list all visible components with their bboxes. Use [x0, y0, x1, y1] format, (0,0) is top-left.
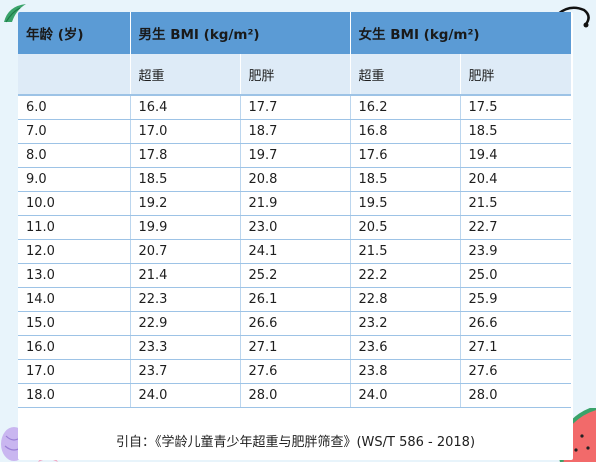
- age-cell: 8.0: [18, 143, 131, 168]
- subheader-row: 超重 肥胖 超重 肥胖: [18, 54, 572, 95]
- girls-obese-cell: 25.0: [460, 263, 572, 288]
- table-row: 13.0 21.4 25.2 22.2 25.0: [18, 263, 572, 288]
- boys-overweight-cell: 16.4: [130, 94, 241, 120]
- table-row: 16.0 23.3 27.1 23.6 27.1: [18, 335, 572, 360]
- girls-overweight-cell: 18.5: [350, 167, 461, 192]
- table-row: 15.0 22.9 26.6 23.2 26.6: [18, 311, 572, 336]
- table-row: 10.0 19.2 21.9 19.5 21.5: [18, 191, 572, 216]
- leaf-icon: [4, 4, 26, 23]
- table-row: 18.0 24.0 28.0 24.0 28.0: [18, 383, 572, 408]
- age-cell: 7.0: [18, 119, 131, 144]
- boys-obese-cell: 17.7: [240, 94, 351, 120]
- girls-obese-cell: 23.9: [460, 239, 572, 264]
- table-row: 9.0 18.5 20.8 18.5 20.4: [18, 167, 572, 192]
- girls-obese-cell: 21.5: [460, 191, 572, 216]
- girls-obese-header: 肥胖: [460, 54, 572, 95]
- girls-overweight-header: 超重: [350, 54, 461, 95]
- boys-obese-cell: 21.9: [240, 191, 351, 216]
- boys-overweight-cell: 18.5: [130, 167, 241, 192]
- boys-overweight-cell: 22.3: [130, 287, 241, 312]
- boys-obese-cell: 27.6: [240, 359, 351, 384]
- girls-overweight-cell: 16.8: [350, 119, 461, 144]
- age-cell: 13.0: [18, 263, 131, 288]
- boys-obese-cell: 27.1: [240, 335, 351, 360]
- age-cell: 9.0: [18, 167, 131, 192]
- boys-overweight-header: 超重: [130, 54, 241, 95]
- citation-text: 引自：《学龄儿童青少年超重与肥胖筛查》(WS/T 586 - 2018): [115, 435, 476, 450]
- girls-obese-cell: 17.5: [460, 94, 572, 120]
- header-row: 年龄 (岁) 男生 BMI (kg/m²) 女生 BMI (kg/m²): [18, 12, 572, 54]
- age-cell: 15.0: [18, 311, 131, 336]
- girls-obese-cell: 18.5: [460, 119, 572, 144]
- boys-obese-cell: 26.6: [240, 311, 351, 336]
- girls-overweight-cell: 22.2: [350, 263, 461, 288]
- age-cell: 11.0: [18, 215, 131, 240]
- table-row: 12.0 20.7 24.1 21.5 23.9: [18, 239, 572, 264]
- girls-overweight-cell: 21.5: [350, 239, 461, 264]
- table-row: 11.0 19.9 23.0 20.5 22.7: [18, 215, 572, 240]
- boys-obese-cell: 18.7: [240, 119, 351, 144]
- swirl-icon: [557, 6, 590, 28]
- girls-obese-cell: 20.4: [460, 167, 572, 192]
- boys-obese-cell: 19.7: [240, 143, 351, 168]
- boys-overweight-cell: 22.9: [130, 311, 241, 336]
- age-cell: 6.0: [18, 94, 131, 120]
- boys-obese-cell: 23.0: [240, 215, 351, 240]
- girls-obese-cell: 27.6: [460, 359, 572, 384]
- boys-overweight-cell: 17.8: [130, 143, 241, 168]
- subheader-blank: [18, 54, 131, 95]
- boys-bmi-header: 男生 BMI (kg/m²): [130, 12, 351, 54]
- table-row: 7.0 17.0 18.7 16.8 18.5: [18, 119, 572, 144]
- age-cell: 16.0: [18, 335, 131, 360]
- boys-obese-cell: 20.8: [240, 167, 351, 192]
- boys-overweight-cell: 21.4: [130, 263, 241, 288]
- boys-overweight-cell: 23.3: [130, 335, 241, 360]
- table-body: 6.0 16.4 17.7 16.2 17.5 7.0 17.0 18.7 16.8 18.5 8.…: [18, 94, 572, 408]
- boys-overweight-cell: 20.7: [130, 239, 241, 264]
- girls-overweight-cell: 22.8: [350, 287, 461, 312]
- age-cell: 12.0: [18, 239, 131, 264]
- girls-obese-cell: 22.7: [460, 215, 572, 240]
- table-card: 年龄 (岁) 男生 BMI (kg/m²) 女生 BMI (kg/m²) 超重 …: [18, 12, 573, 460]
- girls-obese-cell: 28.0: [460, 383, 572, 408]
- girls-obese-cell: 19.4: [460, 143, 572, 168]
- girls-obese-cell: 26.6: [460, 311, 572, 336]
- girls-overweight-cell: 23.2: [350, 311, 461, 336]
- age-cell: 14.0: [18, 287, 131, 312]
- age-cell: 10.0: [18, 191, 131, 216]
- girls-overweight-cell: 20.5: [350, 215, 461, 240]
- boys-obese-header: 肥胖: [240, 54, 351, 95]
- girls-overweight-cell: 24.0: [350, 383, 461, 408]
- girls-overweight-cell: 17.6: [350, 143, 461, 168]
- boys-obese-cell: 25.2: [240, 263, 351, 288]
- boys-obese-cell: 24.1: [240, 239, 351, 264]
- girls-overweight-cell: 23.6: [350, 335, 461, 360]
- table-row: 17.0 23.7 27.6 23.8 27.6: [18, 359, 572, 384]
- age-header: 年龄 (岁): [18, 12, 131, 54]
- age-cell: 17.0: [18, 359, 131, 384]
- boys-overweight-cell: 24.0: [130, 383, 241, 408]
- table-row: 6.0 16.4 17.7 16.2 17.5: [18, 94, 572, 120]
- girls-obese-cell: 27.1: [460, 335, 572, 360]
- table-row: 14.0 22.3 26.1 22.8 25.9: [18, 287, 572, 312]
- boys-overweight-cell: 17.0: [130, 119, 241, 144]
- girls-bmi-header: 女生 BMI (kg/m²): [350, 12, 572, 54]
- age-cell: 18.0: [18, 383, 131, 408]
- boys-obese-cell: 28.0: [240, 383, 351, 408]
- girls-overweight-cell: 19.5: [350, 191, 461, 216]
- girls-obese-cell: 25.9: [460, 287, 572, 312]
- boys-obese-cell: 26.1: [240, 287, 351, 312]
- boys-overweight-cell: 19.2: [130, 191, 241, 216]
- boys-overweight-cell: 19.9: [130, 215, 241, 240]
- girls-overweight-cell: 23.8: [350, 359, 461, 384]
- girls-overweight-cell: 16.2: [350, 94, 461, 120]
- bmi-table: 年龄 (岁) 男生 BMI (kg/m²) 女生 BMI (kg/m²) 超重 …: [18, 12, 572, 408]
- table-row: 8.0 17.8 19.7 17.6 19.4: [18, 143, 572, 168]
- boys-overweight-cell: 23.7: [130, 359, 241, 384]
